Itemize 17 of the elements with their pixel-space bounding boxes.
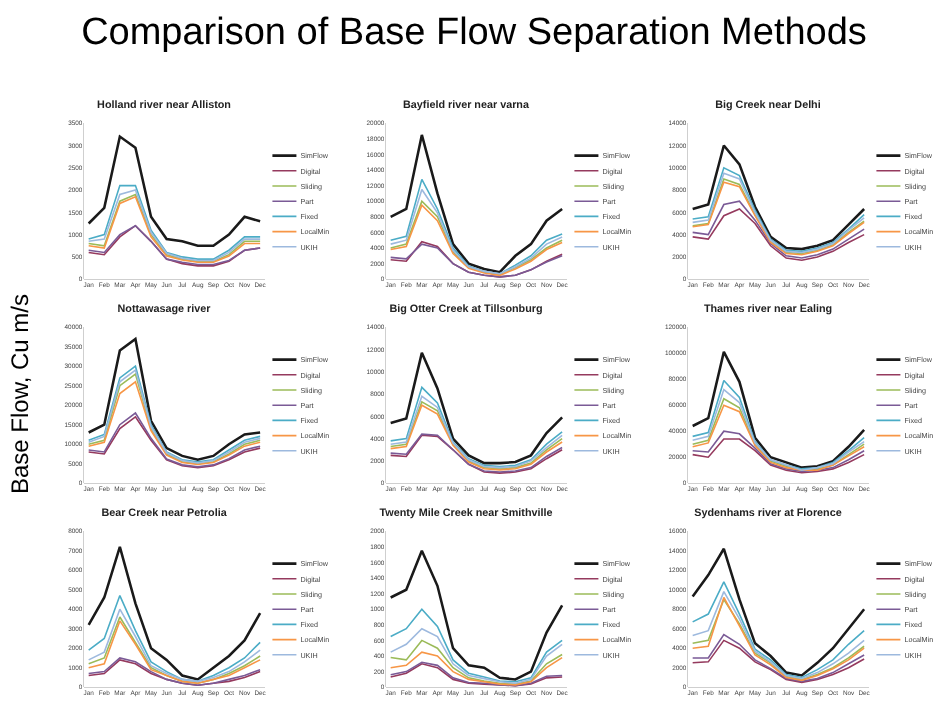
line-series xyxy=(87,337,262,462)
line-series xyxy=(87,594,261,683)
line-series xyxy=(389,608,563,683)
line-series xyxy=(691,200,865,259)
line-series xyxy=(691,430,865,473)
text: Base Flow, Cu m/s xyxy=(6,291,34,499)
text: Comparison of Base Flow Separation Methods xyxy=(79,12,869,56)
line-series xyxy=(389,133,564,274)
line-series xyxy=(87,545,262,681)
line-series xyxy=(87,135,262,248)
line-series xyxy=(691,547,866,677)
line-series xyxy=(389,549,564,681)
line-series xyxy=(691,144,866,251)
line-series xyxy=(389,351,564,465)
line-series xyxy=(691,438,865,474)
line-series xyxy=(691,350,866,469)
line-series xyxy=(691,208,865,262)
